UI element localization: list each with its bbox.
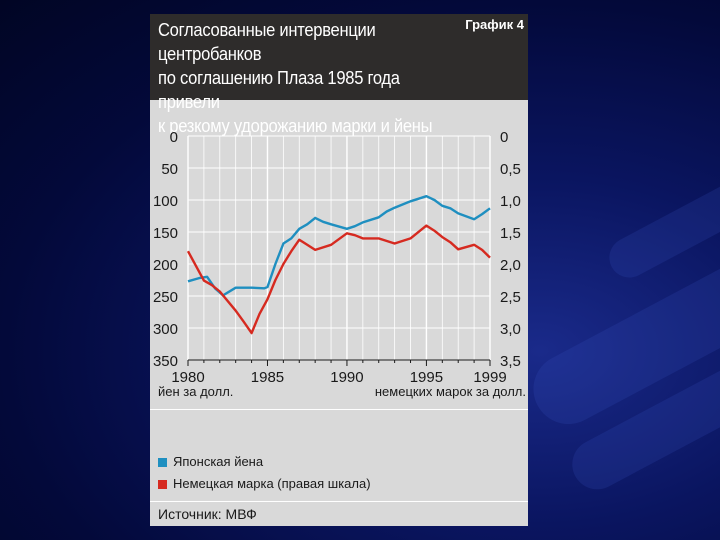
y-left-tick-label: 150 <box>153 225 178 242</box>
y-right-tick-label: 3,0 <box>500 321 521 338</box>
y-right-axis-label: немецких марок за долл. <box>375 384 526 399</box>
title-line: Согласованные интервенции центробанков <box>158 20 376 64</box>
x-tick-label: 1990 <box>330 369 363 386</box>
y-left-tick-label: 0 <box>170 129 178 146</box>
y-right-tick-label: 1,0 <box>500 193 521 210</box>
legend-label-yen: Японская йена <box>173 454 264 469</box>
legend-item-mark: Немецкая марка (правая шкала) <box>158 476 371 491</box>
background-stripe <box>602 155 720 285</box>
legend-swatch-yen <box>158 458 167 468</box>
x-tick-label: 1999 <box>473 369 506 386</box>
y-right-tick-label: 0,5 <box>500 161 521 178</box>
figure-header: Согласованные интервенции центробанков п… <box>150 14 528 136</box>
figure-card: Согласованные интервенции центробанков п… <box>150 14 528 526</box>
title-line: к резкому удорожанию марки и йены <box>158 116 433 136</box>
legend-swatch-mark <box>158 480 167 490</box>
y-left-tick-label: 300 <box>153 321 178 338</box>
y-left-tick-label: 100 <box>153 193 178 210</box>
title-line: по соглашению Плаза 1985 года привели <box>158 68 400 112</box>
y-left-tick-label: 250 <box>153 289 178 306</box>
legend-item-yen: Японская йена <box>158 454 263 469</box>
x-tick-label: 1995 <box>410 369 443 386</box>
divider <box>150 409 528 410</box>
source-note: Источник: МВФ <box>158 506 257 522</box>
y-right-tick-label: 0 <box>500 129 508 146</box>
line-chart: 0 0 50 0,5 100 1,0 150 1,5 200 2,0 250 2,5 300 3,0 350… <box>153 129 526 399</box>
y-left-axis-label: йен за долл. <box>158 384 233 399</box>
x-tick-label: 1980 <box>171 369 204 386</box>
legend-label-mark: Немецкая марка (правая шкала) <box>173 476 371 491</box>
series-line-mark <box>186 224 491 335</box>
series-line-yen <box>187 194 491 297</box>
y-right-tick-label: 2,0 <box>500 257 521 274</box>
y-right-tick-label: 1,5 <box>500 225 521 242</box>
y-left-tick-label: 350 <box>153 353 178 370</box>
x-tick-label: 1985 <box>251 369 284 386</box>
y-left-tick-label: 50 <box>161 161 178 178</box>
divider <box>150 501 528 502</box>
y-right-tick-label: 2,5 <box>500 289 521 306</box>
figure-title: Согласованные интервенции центробанков п… <box>158 18 452 138</box>
y-left-tick-label: 200 <box>153 257 178 274</box>
figure-tag: График 4 <box>465 17 524 32</box>
y-right-tick-label: 3,5 <box>500 353 521 370</box>
